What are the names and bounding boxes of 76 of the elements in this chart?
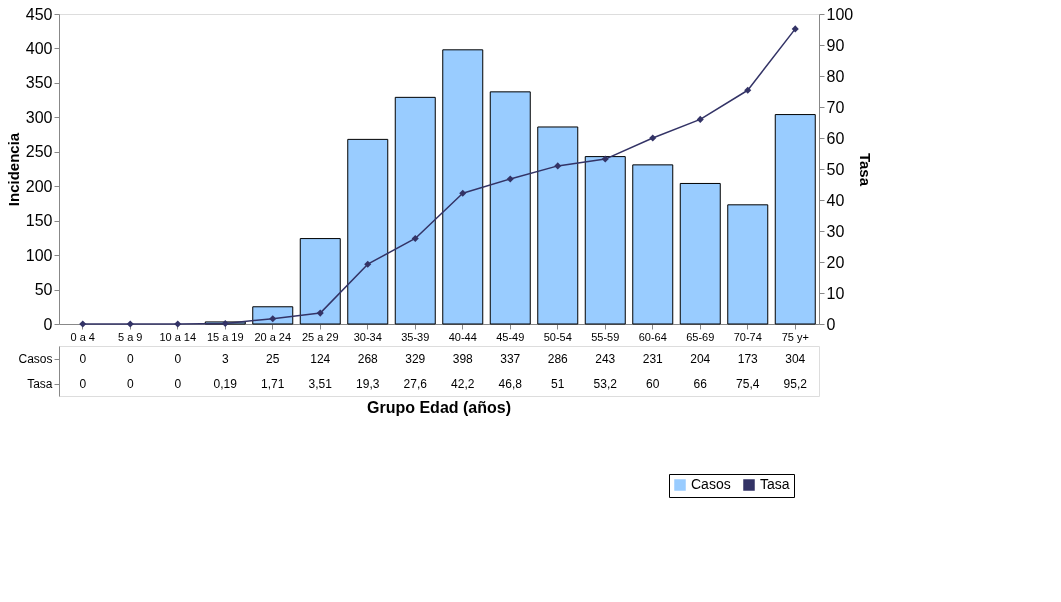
y-tick-label: 400 <box>25 39 53 57</box>
x-tick-label: 10 a 14 <box>159 330 197 343</box>
y-tick-label: 350 <box>25 74 53 92</box>
x-tick-label: 50-54 <box>543 330 572 343</box>
x-tick-label: 70-74 <box>733 330 762 343</box>
x-tick-label: 65-69 <box>686 330 715 343</box>
data-label: 304 <box>785 351 806 366</box>
x-tick-label: 60-64 <box>638 330 667 343</box>
data-label: 173 <box>737 351 759 366</box>
y-tick-label: 100 <box>25 246 53 264</box>
data-label: 204 <box>690 351 711 366</box>
data-label: 329 <box>405 351 426 366</box>
y2-tick-label: 80 <box>826 67 845 85</box>
y-tick-label: 300 <box>25 108 53 126</box>
legend-label: Tasa <box>760 476 790 492</box>
x-tick-label: 35-39 <box>401 330 430 343</box>
data-label: 0 <box>174 351 182 366</box>
y2-tick-label: 60 <box>826 129 845 147</box>
x-tick-label: 75 y+ <box>781 330 809 343</box>
y2-tick-label: 20 <box>826 253 845 271</box>
y-axis-title: Incidencia <box>4 132 22 207</box>
y2-tick-label: 0 <box>826 315 836 333</box>
legend-label: Casos <box>691 476 731 492</box>
y-tick-label: 200 <box>25 177 53 195</box>
y2-tick-label: 40 <box>826 191 845 209</box>
data-label: 46,8 <box>498 376 523 391</box>
data-label: 3,51 <box>308 376 333 391</box>
data-label: 243 <box>595 351 616 366</box>
data-label: 95,2 <box>783 376 808 391</box>
data-label: 0,19 <box>213 376 238 391</box>
data-label: 0 <box>174 376 182 391</box>
data-label: 19,3 <box>356 376 380 391</box>
data-label: 42,2 <box>451 376 475 391</box>
data-label: 231 <box>642 351 664 366</box>
x-tick-label: 40-44 <box>448 330 477 343</box>
data-label: 0 <box>79 376 87 391</box>
data-label: 286 <box>547 351 569 366</box>
x-tick-label: 20 a 24 <box>254 330 292 343</box>
data-label: 51 <box>551 376 565 391</box>
y2-axis-title: Tasa <box>857 152 875 187</box>
x-tick-label: 25 a 29 <box>301 330 339 343</box>
data-label: 1,71 <box>261 376 285 391</box>
y2-tick-label: 90 <box>826 36 845 54</box>
x-axis-title: Grupo Edad (años) <box>367 399 511 416</box>
x-tick-label: 5 a 9 <box>118 330 143 343</box>
y-tick-label: 50 <box>34 281 53 299</box>
y-tick-label: 450 <box>25 5 53 23</box>
x-tick-label: 45-49 <box>496 330 525 343</box>
data-label: 3 <box>221 351 229 366</box>
data-label: 0 <box>79 351 87 366</box>
data-label: 27,6 <box>403 376 428 391</box>
y2-tick-label: 70 <box>826 98 845 116</box>
text: Tasa <box>27 377 53 391</box>
data-label: 0 <box>126 351 134 366</box>
data-label: 25 <box>266 351 280 366</box>
y2-tick-label: 100 <box>826 5 854 23</box>
data-label: 337 <box>500 351 521 366</box>
x-tick-label: 30-34 <box>353 330 382 343</box>
data-label: 398 <box>452 351 474 366</box>
data-label: 124 <box>310 351 331 366</box>
y-tick-label: 150 <box>25 212 53 230</box>
data-label: 66 <box>693 376 708 391</box>
y-tick-label: 0 <box>43 315 53 333</box>
x-tick-label: 15 a 19 <box>206 330 244 343</box>
data-label: 268 <box>357 351 379 366</box>
x-tick-label: 55-59 <box>591 330 620 343</box>
data-label: 60 <box>646 376 660 391</box>
y-tick-label: 250 <box>25 143 53 161</box>
y2-tick-label: 50 <box>826 160 845 178</box>
x-tick-label: 0 a 4 <box>70 330 95 343</box>
data-label: 0 <box>126 376 134 391</box>
y2-tick-label: 30 <box>826 222 845 240</box>
y2-tick-label: 10 <box>826 284 845 302</box>
text: Casos <box>18 352 53 366</box>
data-label: 53,2 <box>593 376 618 391</box>
data-label: 75,4 <box>736 376 760 391</box>
